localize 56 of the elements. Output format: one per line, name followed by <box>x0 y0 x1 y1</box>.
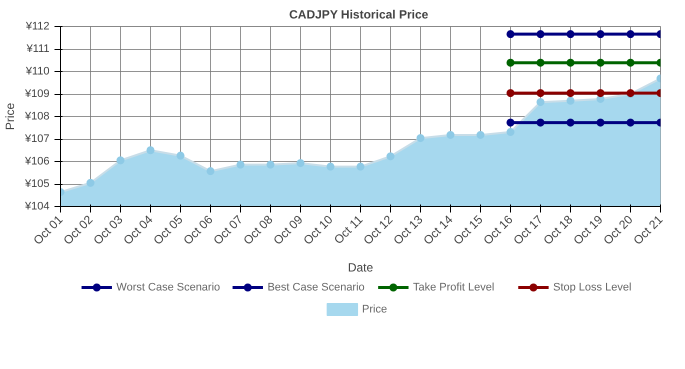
point <box>416 134 424 142</box>
point <box>566 96 574 105</box>
point <box>476 130 484 139</box>
point <box>596 89 604 98</box>
point <box>536 89 544 98</box>
y-tick-label: ¥108 <box>24 110 50 122</box>
legend-label: Best Case Scenario <box>267 282 365 294</box>
x-tick-label: Oct 14 <box>420 212 456 248</box>
point <box>536 98 544 106</box>
point <box>626 118 634 127</box>
point <box>356 162 364 171</box>
chart-title: CADJPY Historical Price <box>289 8 429 22</box>
point <box>536 30 544 38</box>
y-tick-label: ¥111 <box>26 43 50 55</box>
point <box>506 118 514 127</box>
y-tick-label: ¥112 <box>24 20 50 32</box>
y-tick-label: ¥105 <box>24 178 50 190</box>
legend-label: Worst Case Scenario <box>116 282 220 294</box>
legend-label: Price <box>362 304 388 316</box>
legend-label: Take Profit Level <box>413 282 494 294</box>
point <box>596 118 604 127</box>
point <box>236 160 244 169</box>
point <box>566 30 574 38</box>
point <box>536 58 544 67</box>
point <box>326 162 334 171</box>
point <box>596 58 604 67</box>
point <box>566 89 574 98</box>
legend-label: Stop Loss Level <box>553 282 632 294</box>
x-axis-title: Date <box>348 260 374 274</box>
y-tick-label: ¥104 <box>24 200 50 212</box>
y-axis-title: Price <box>3 102 18 130</box>
point <box>296 159 304 168</box>
point <box>266 160 274 169</box>
point <box>176 152 184 160</box>
point <box>86 178 94 187</box>
y-tick-label: ¥106 <box>24 156 50 168</box>
point <box>626 58 634 67</box>
y-tick-label: ¥109 <box>24 88 50 100</box>
point <box>146 146 154 154</box>
point <box>506 89 514 98</box>
point <box>116 156 124 164</box>
point <box>506 30 514 38</box>
x-tick-label: Oct 01 <box>30 212 66 248</box>
point <box>566 118 574 127</box>
point <box>566 58 574 67</box>
x-tick-label: Oct 04 <box>120 212 156 248</box>
y-tick-label: ¥110 <box>24 66 50 78</box>
point <box>506 58 514 67</box>
point <box>626 30 634 38</box>
point <box>596 30 604 38</box>
point <box>536 118 544 127</box>
point <box>446 130 454 139</box>
point <box>206 167 214 176</box>
y-tick-label: ¥107 <box>24 133 50 145</box>
point <box>506 128 514 136</box>
point <box>386 152 394 160</box>
